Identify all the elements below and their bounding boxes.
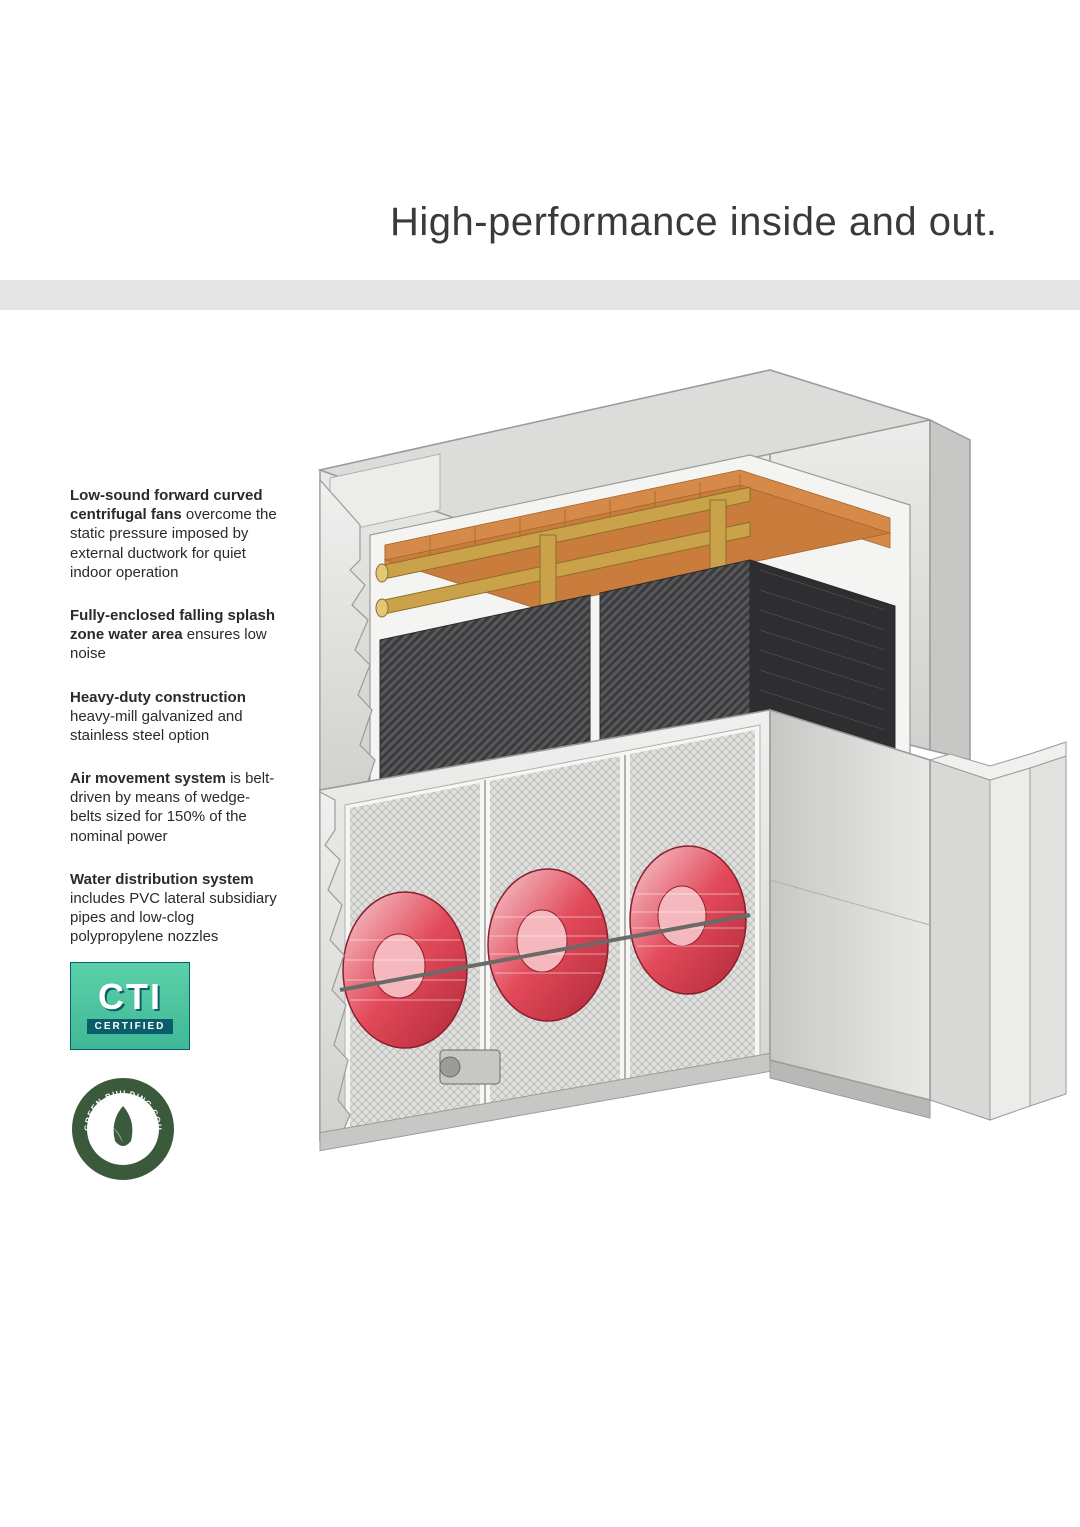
cti-label: CTI: [98, 979, 162, 1015]
feature-item: Fully-enclosed falling splash zone water…: [70, 606, 280, 664]
feature-item: Water distribution system includes PVC l…: [70, 870, 280, 947]
cti-sublabel: CERTIFIED: [87, 1019, 174, 1034]
feature-bold: Air movement system: [70, 770, 226, 787]
cti-certified-badge: CTI CERTIFIED: [70, 962, 190, 1050]
cooling-tower-cutaway-illustration: [290, 360, 1080, 1230]
feature-item: Air movement system is belt-driven by me…: [70, 769, 280, 846]
certification-badges: CTI CERTIFIED U.S. GREEN BUILDING COUNCI…: [70, 962, 210, 1182]
feature-bold: Water distribution system: [70, 871, 254, 888]
feature-text: heavy-mill galvanized and stainless stee…: [70, 708, 243, 744]
feature-item: Heavy-duty construction heavy-mill galva…: [70, 688, 280, 746]
header-divider-band: [0, 280, 1080, 310]
page-headline: High-performance inside and out.: [390, 200, 997, 245]
usgbc-member-badge: U.S. GREEN BUILDING COUNCIL MEMBER: [70, 1076, 176, 1182]
feature-list: Low-sound forward curved centrifugal fan…: [70, 486, 280, 971]
inlet-louvers: [930, 742, 1066, 1120]
feature-bold: Heavy-duty construction: [70, 689, 246, 706]
feature-text: includes PVC lateral subsidiary pipes an…: [70, 890, 277, 945]
feature-item: Low-sound forward curved centrifugal fan…: [70, 486, 280, 582]
